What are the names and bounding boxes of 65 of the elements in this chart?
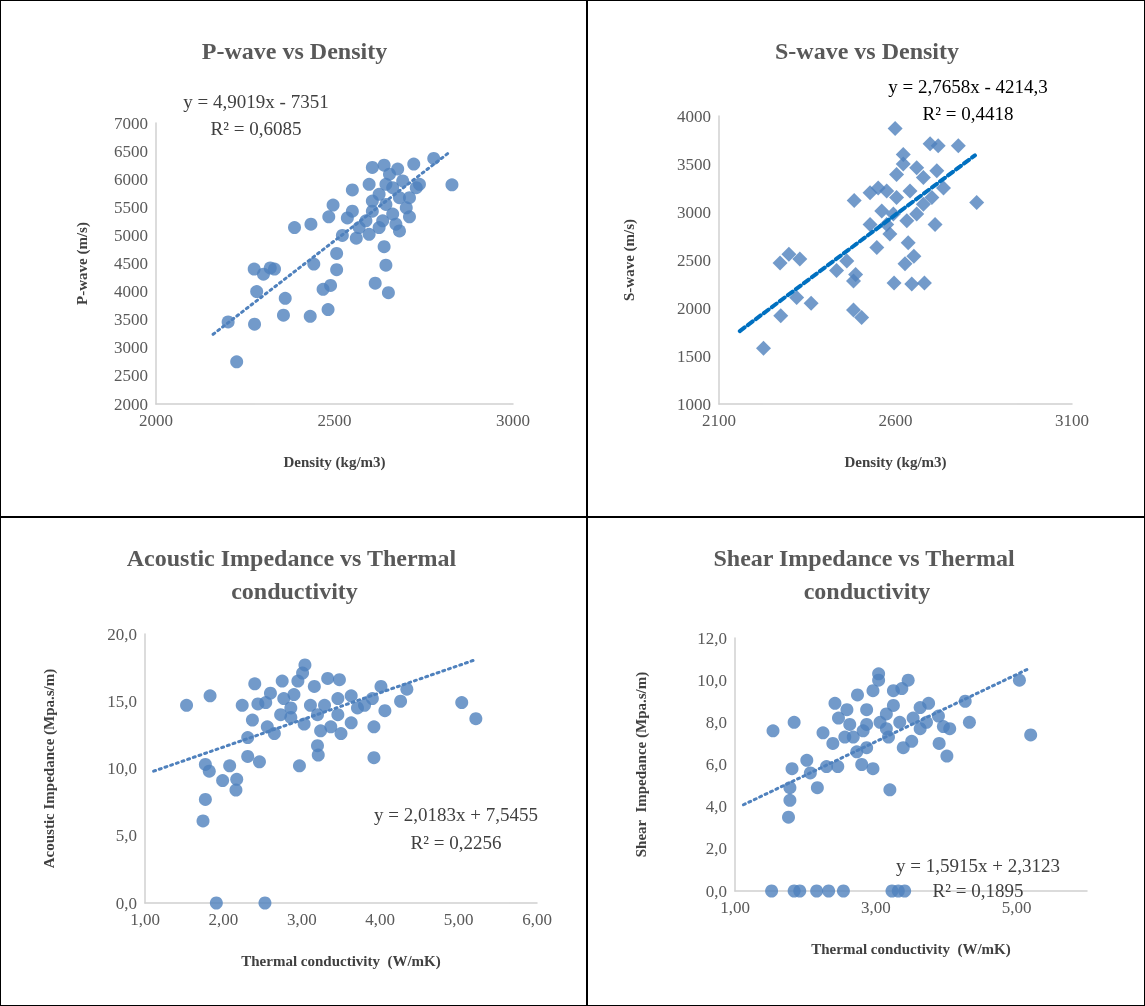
x-tick-label: 2,00 [208, 910, 239, 929]
y-tick-label: 1500 [677, 346, 711, 366]
text: y = 4,9019x - 7351 [183, 90, 329, 112]
y-tick-label: 2000 [677, 298, 711, 318]
x-tick-label: 2100 [702, 411, 736, 430]
x-tick-label: 2500 [317, 411, 352, 430]
y-tick-label: 4000 [114, 282, 148, 302]
y-tick-label: 4500 [114, 254, 148, 273]
annotation: R² = 0,1895 [932, 879, 1024, 901]
y-tick-label: 5500 [114, 197, 148, 217]
y-tick-label: 5000 [114, 225, 148, 245]
y-tick-label: 5,0 [115, 826, 137, 846]
y-tick-label: 10,0 [697, 670, 727, 690]
x-tick-label: 1,00 [720, 898, 750, 917]
y-tick-label: 2500 [114, 366, 148, 386]
y-tick-label: 0,0 [705, 881, 727, 901]
x-tick-label: 6,00 [522, 910, 552, 929]
annotation: y = 2,0183x + 7,5455 [374, 803, 538, 825]
x-axis-title: Thermal conductivity (W/mK) [241, 952, 441, 970]
annotation: R² = 0,4418 [922, 102, 1014, 124]
y-tick-label: 6,0 [705, 755, 727, 774]
y-axis-title: Acoustic Impedance (Mpa.s/m) [40, 668, 58, 869]
x-axis-title: Thermal conductivity (W/mK) [811, 940, 1011, 958]
x-tick-label: 3,00 [860, 898, 891, 917]
x-tick-label: 4,00 [365, 910, 396, 929]
x-tick-label: 5,00 [443, 910, 474, 929]
y-tick-label: 7000 [114, 113, 148, 133]
chart-title: Acoustic Impedance vs Thermal conductivity [126, 544, 463, 604]
y-tick-label: 6000 [114, 169, 148, 189]
x-tick-label: 1,00 [130, 910, 160, 929]
y-tick-label: 15,0 [107, 691, 137, 711]
x-tick-label: 2000 [139, 411, 173, 430]
y-tick-label: 3500 [677, 154, 711, 174]
x-tick-label: 3100 [1055, 411, 1089, 430]
y-tick-label: 0,0 [115, 893, 137, 913]
text: y = 2,7658x - 4214,3 [888, 75, 1048, 97]
annotation: R² = 0,2256 [410, 831, 502, 853]
annotation: R² = 0,6085 [210, 117, 302, 139]
y-tick-label: 2,0 [705, 839, 727, 859]
y-tick-label: 8,0 [705, 712, 727, 732]
y-tick-label: 6500 [114, 141, 148, 161]
y-tick-label: 20,0 [107, 624, 137, 644]
x-axis-title: Density (kg/m3) [844, 453, 947, 471]
y-axis-title: Shear Impedance (Mpa.s/m) [632, 671, 650, 858]
y-tick-label: 3000 [677, 202, 711, 222]
y-tick-label: 2500 [677, 250, 711, 270]
y-tick-label: 3000 [114, 338, 148, 358]
y-tick-label: 4000 [677, 106, 711, 126]
y-tick-label: 4,0 [705, 797, 727, 817]
y-tick-label: 12,0 [697, 628, 727, 648]
x-axis-title: Density (kg/m3) [283, 453, 386, 471]
y-axis-title: S-wave (m/s) [620, 218, 638, 302]
x-tick-label: 2600 [878, 411, 913, 430]
chart-title: Shear Impedance vs Thermal conductivity [713, 544, 1021, 604]
x-tick-label: 3,00 [286, 910, 317, 929]
y-axis-title: P-wave (m/s) [73, 222, 91, 305]
y-tick-label: 10,0 [107, 759, 137, 778]
y-tick-label: 1000 [677, 394, 711, 414]
annotation: y = 1,5915x + 2,3123 [896, 854, 1060, 876]
y-tick-label: 3500 [114, 310, 148, 330]
chart-title: S-wave vs Density [775, 37, 959, 64]
y-tick-label: 2000 [114, 394, 148, 414]
x-tick-label: 3000 [496, 411, 530, 430]
x-tick-label: 5,00 [1001, 898, 1032, 917]
chart-title: P-wave vs Density [201, 37, 388, 64]
